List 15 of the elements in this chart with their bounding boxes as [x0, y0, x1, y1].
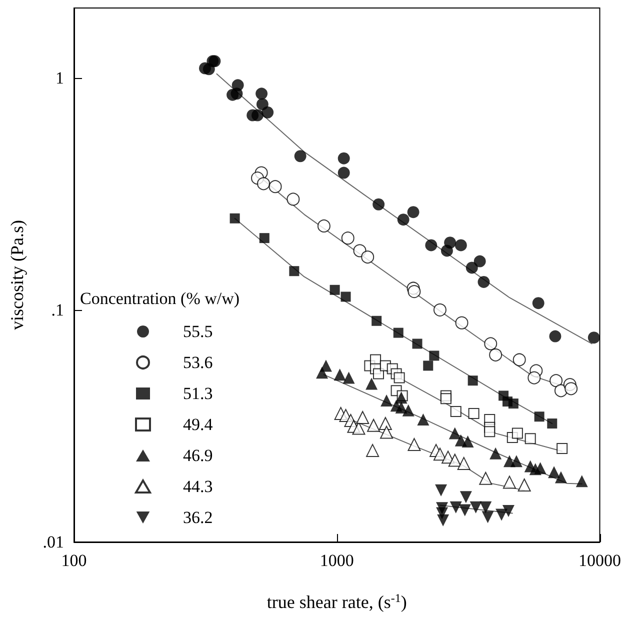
- y-tick-label: .1: [51, 300, 64, 320]
- x-tick-label: 10000: [578, 551, 621, 570]
- legend-title: Concentration (% w/w): [80, 289, 240, 308]
- legend-label: 51.3: [183, 384, 213, 403]
- legend-label: 44.3: [183, 477, 213, 496]
- x-tick-label: 100: [61, 551, 87, 570]
- legend-label: 36.2: [183, 508, 213, 527]
- y-axis-title: viscosity (Pa.s): [7, 220, 27, 330]
- legend-label: 49.4: [183, 415, 214, 434]
- legend-label: 46.9: [183, 446, 213, 465]
- legend-label: 53.6: [183, 353, 213, 372]
- y-tick-label: .01: [42, 532, 64, 552]
- x-tick-label: 1000: [320, 551, 354, 570]
- legend-label: 55.5: [183, 322, 213, 341]
- y-tick-label: 1: [56, 68, 64, 88]
